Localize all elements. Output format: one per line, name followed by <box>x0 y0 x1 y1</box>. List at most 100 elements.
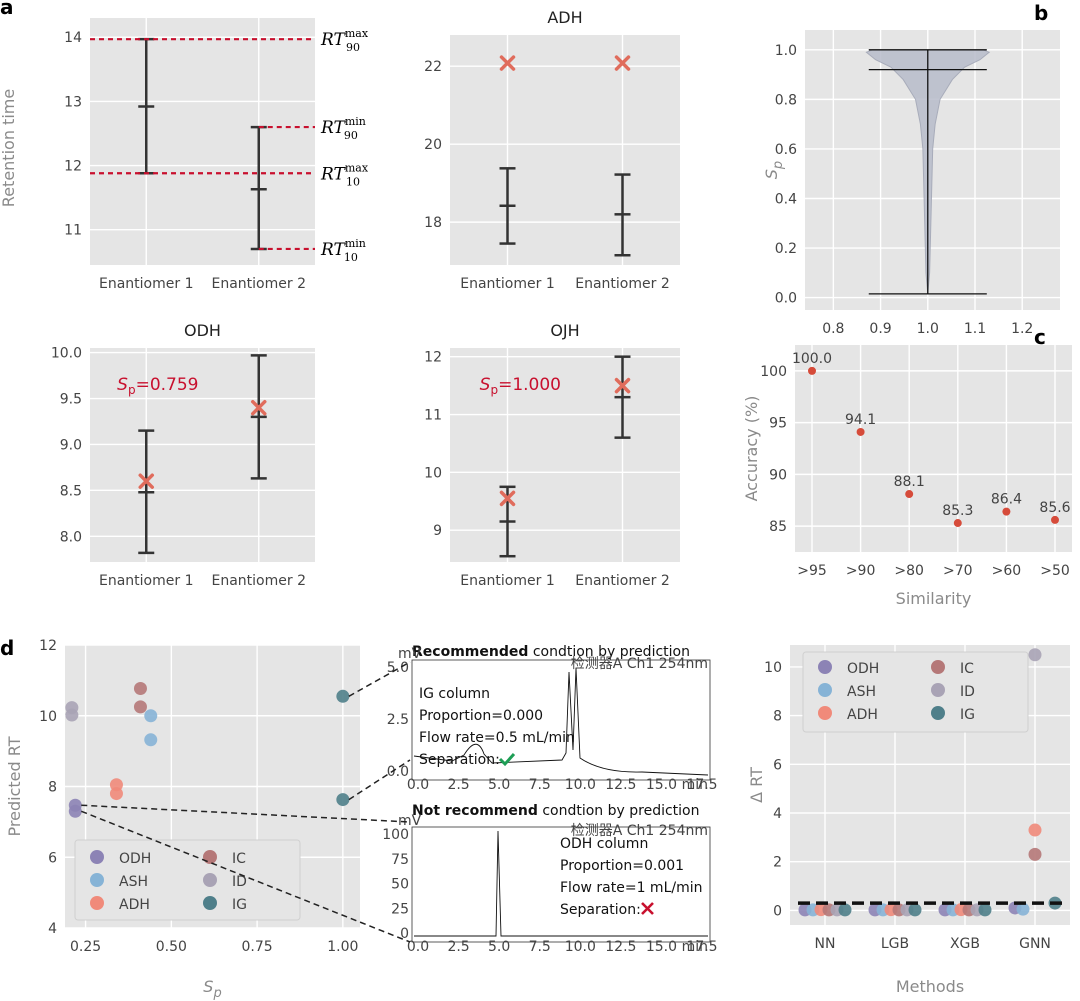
chromatogram-xtick: 17.5 <box>686 777 717 793</box>
data-point-odh <box>68 804 82 818</box>
y-axis-label: Δ RT <box>747 767 766 803</box>
x-tick-label: GNN <box>1019 936 1051 952</box>
data-point <box>1051 515 1059 524</box>
inset-title-bold: Not recommend <box>412 803 538 819</box>
inset-text: Flow rate=0.5 mL/min <box>419 730 575 746</box>
ref-sup: max <box>345 161 369 174</box>
chromatogram-xtick: 17.5 <box>686 939 717 955</box>
x-tick-label: 1.1 <box>964 321 986 337</box>
x-tick-label: >80 <box>894 563 924 579</box>
y-tick-label: 0.6 <box>775 142 797 158</box>
xlabel-sub: p <box>212 986 221 1001</box>
ref-sup: min <box>345 115 366 128</box>
data-point <box>953 519 962 528</box>
chromatogram-ytick: 2.5 <box>387 712 409 728</box>
data-point-ic <box>133 700 147 714</box>
x-tick-label: Enantiomer 1 <box>460 573 554 589</box>
legend-label: IC <box>232 851 246 867</box>
inset-text: Separation: <box>419 752 500 768</box>
checkmark-icon <box>498 752 516 767</box>
sp-value: =0.759 <box>136 375 199 395</box>
legend-label: ODH <box>119 851 151 867</box>
y-tick-label: 1.0 <box>775 43 797 59</box>
chromatogram-ytick: 0.0 <box>387 764 409 780</box>
cross-marker <box>614 377 631 394</box>
ylabel-sub: p <box>771 161 786 170</box>
inset-title-bold: Recommended <box>412 644 528 660</box>
inset-text: Proportion=0.000 <box>419 708 543 724</box>
y-axis-label: Retention time <box>0 89 18 207</box>
x-tick-label: >95 <box>797 563 827 579</box>
connector-line <box>81 804 411 823</box>
y-tick-label: 6 <box>773 757 782 773</box>
sp-symbol: S <box>480 375 491 395</box>
y-tick-label: 9 <box>433 523 442 539</box>
chromatogram-ylabel: mV <box>398 813 422 829</box>
y-tick-label: 14 <box>64 30 82 46</box>
inset-text: Separation: <box>560 902 641 918</box>
y-tick-label: 20 <box>424 137 442 153</box>
chromatogram-xtick: 5.0 <box>488 939 510 955</box>
y-tick-label: 4 <box>48 921 57 937</box>
data-point-ash <box>144 709 158 723</box>
chromatogram-xlabel: min <box>682 939 708 955</box>
y-tick-label: 12 <box>424 350 442 366</box>
panel-label-b: b <box>1034 1 1048 25</box>
ref-main: RT <box>320 240 347 260</box>
legend-label: ASH <box>847 684 876 700</box>
chart-c: 85 90 95 100 >95 >90 >80 >70 >60 >50 100.0 94.1 88.1… <box>742 345 1072 608</box>
chart-title: ODH <box>184 321 221 340</box>
legend-label: IC <box>960 661 974 677</box>
chart-b: 0.0 0.2 0.4 0.6 0.8 1.0 0.8 0.9 1.0 1.1 1.2 Sp <box>762 30 1060 337</box>
chromatogram-ytick: 75 <box>391 852 409 868</box>
y-tick-label: 8.5 <box>60 483 82 499</box>
y-tick-label: 6 <box>48 850 57 866</box>
data-label: 85.6 <box>1039 500 1070 516</box>
cross-marker <box>499 490 516 507</box>
ref-sub: 90 <box>344 129 358 142</box>
ref-sup: max <box>345 27 369 40</box>
x-tick-label: 1.2 <box>1011 321 1033 337</box>
y-tick-label: 12 <box>64 159 82 175</box>
chart-title: ADH <box>547 8 582 27</box>
chromatogram-trace <box>414 830 708 937</box>
x-tick-label: 0.9 <box>869 321 891 337</box>
x-tick-label: NN <box>815 936 836 952</box>
legend-swatch <box>203 896 217 910</box>
connector-line <box>81 810 411 943</box>
chromatogram-xtick: 15.0 <box>646 939 677 955</box>
x-tick-label: >70 <box>943 563 973 579</box>
chart-e: 0 2 4 6 8 10 NN LGB XGB GNN ODH ASH ADH IC ID IG Methods… <box>747 645 1070 996</box>
chart-a1: 11 12 13 14 Enantiomer 1 Enantiomer 2 Retentio… <box>0 18 369 292</box>
y-tick-label: 0 <box>773 903 782 919</box>
sp-annotation: Sp=0.759 <box>117 375 198 397</box>
data-point-ash <box>1016 902 1030 916</box>
chromatogram-ylabel: mV <box>398 646 422 662</box>
ref-sub: 90 <box>346 41 360 54</box>
legend-swatch <box>90 896 104 910</box>
data-point-ic <box>133 682 147 696</box>
chart-a3: 8.0 8.5 9.0 9.5 10.0 Enantiomer 1 Enantiomer 2… <box>51 321 315 589</box>
inset-title-rest: condtion by prediction <box>528 644 690 660</box>
plot-background <box>90 348 315 562</box>
reference-label: RTmax 10 <box>320 161 369 188</box>
inset-not_recommended: Not recommend condtion by prediction 检测器A… <box>382 803 717 955</box>
inset-title: Not recommend condtion by prediction <box>412 803 700 819</box>
legend-label: ODH <box>847 661 879 677</box>
x-tick-label: 1.00 <box>327 939 358 955</box>
x-tick-label: 0.25 <box>70 939 101 955</box>
chromatogram-xlabel: min <box>682 777 708 793</box>
chromatogram-frame <box>411 826 711 943</box>
ref-sup: min <box>345 237 366 250</box>
chromatogram-xtick: 5.0 <box>488 777 510 793</box>
data-label: 85.3 <box>942 503 973 519</box>
legend-label: ID <box>232 874 247 890</box>
cross-icon <box>641 902 654 915</box>
y-tick-label: 12 <box>39 638 57 654</box>
x-tick-label: Enantiomer 2 <box>575 276 669 292</box>
y-tick-label: 100 <box>760 364 787 380</box>
legend-swatch <box>818 706 832 720</box>
data-point-ic <box>1028 847 1042 861</box>
